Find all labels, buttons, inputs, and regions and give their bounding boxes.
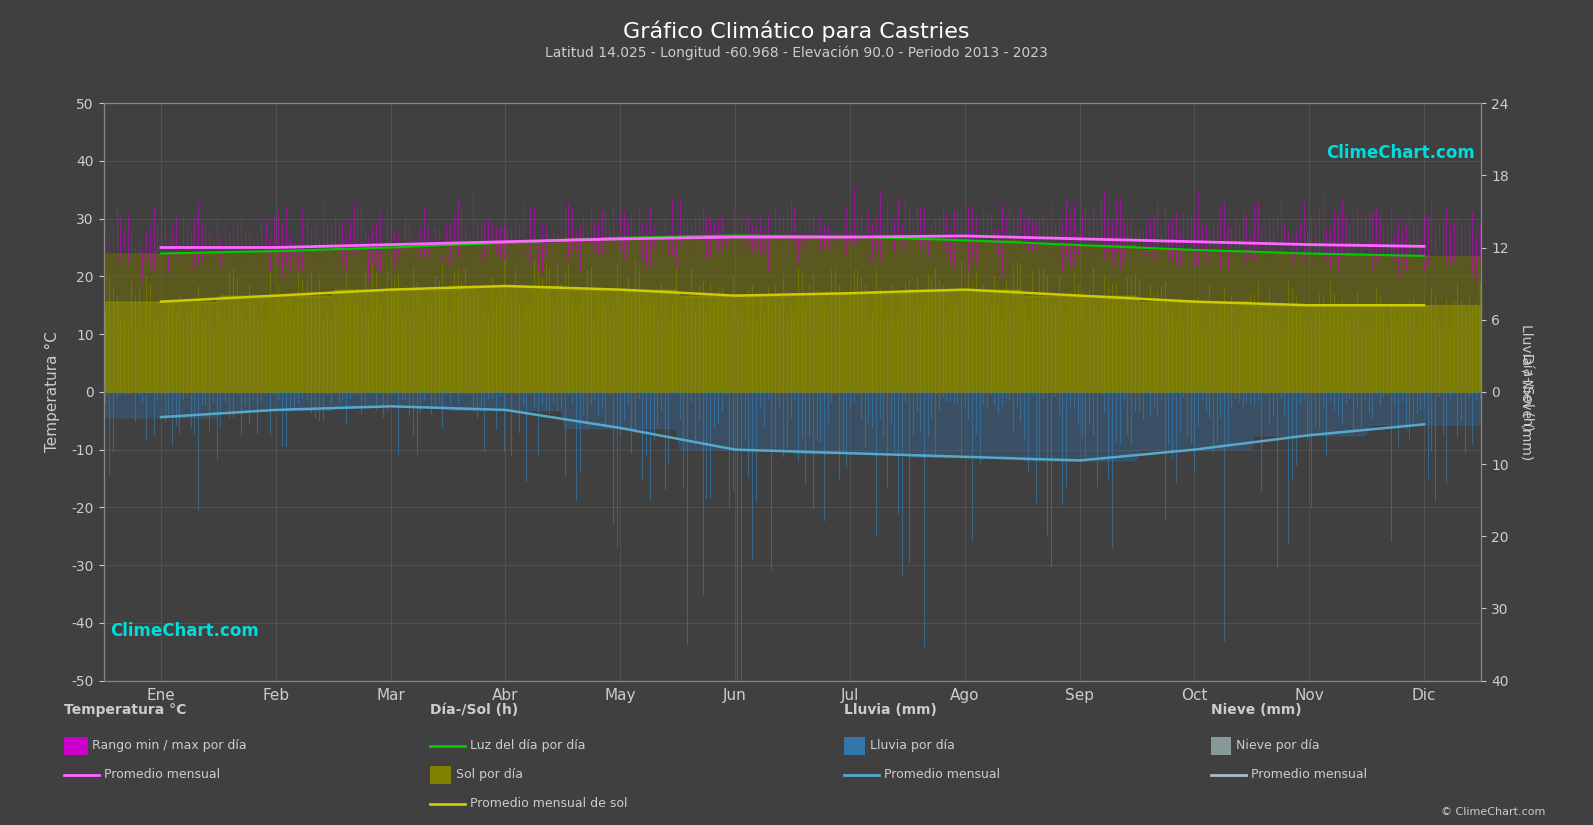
Text: Temperatura °C: Temperatura °C <box>64 703 186 717</box>
Text: ClimeChart.com: ClimeChart.com <box>1325 144 1475 162</box>
Text: Promedio mensual: Promedio mensual <box>1251 768 1367 781</box>
Y-axis label: Temperatura °C: Temperatura °C <box>45 332 61 452</box>
Y-axis label: Día-/Sol (h): Día-/Sol (h) <box>1520 353 1534 431</box>
Text: Nieve (mm): Nieve (mm) <box>1211 703 1301 717</box>
Text: Rango min / max por día: Rango min / max por día <box>92 739 247 752</box>
Text: Promedio mensual de sol: Promedio mensual de sol <box>470 797 628 810</box>
Text: © ClimeChart.com: © ClimeChart.com <box>1440 807 1545 817</box>
Text: Lluvia (mm): Lluvia (mm) <box>844 703 937 717</box>
Text: ClimeChart.com: ClimeChart.com <box>110 622 260 640</box>
Text: Latitud 14.025 - Longitud -60.968 - Elevación 90.0 - Periodo 2013 - 2023: Latitud 14.025 - Longitud -60.968 - Elev… <box>545 45 1048 60</box>
Text: Promedio mensual: Promedio mensual <box>884 768 1000 781</box>
Text: Promedio mensual: Promedio mensual <box>104 768 220 781</box>
Y-axis label: Lluvia / Nieve (mm): Lluvia / Nieve (mm) <box>1520 323 1534 460</box>
Text: Sol por día: Sol por día <box>456 768 523 781</box>
Text: Lluvia por día: Lluvia por día <box>870 739 954 752</box>
Text: Día-/Sol (h): Día-/Sol (h) <box>430 703 518 717</box>
Text: Luz del día por día: Luz del día por día <box>470 739 586 752</box>
Text: Gráfico Climático para Castries: Gráfico Climático para Castries <box>623 21 970 42</box>
Text: Nieve por día: Nieve por día <box>1236 739 1319 752</box>
